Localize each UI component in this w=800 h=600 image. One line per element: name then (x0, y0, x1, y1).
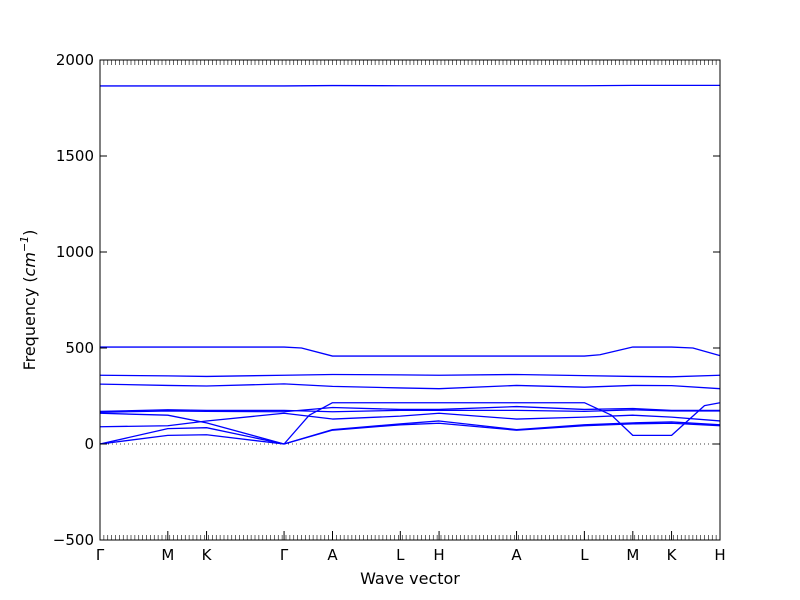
x-tick-label: M (161, 546, 174, 564)
x-tick-label: H (714, 546, 725, 564)
band-line-2 (100, 346, 721, 357)
x-axis-title: Wave vector (360, 569, 460, 588)
y-tick-label: 0 (84, 435, 94, 453)
plot-area (99, 84, 721, 445)
band-line-10 (99, 422, 721, 445)
ticks: −500 0 500 1000 1500 2000 Γ M K Γ A L H A L M K H (53, 51, 726, 564)
x-tick-label: L (580, 546, 589, 564)
x-tick-label: L (396, 546, 405, 564)
y-tick-label: −500 (53, 531, 94, 549)
x-tick-label: M (626, 546, 639, 564)
x-tick-label: K (202, 546, 213, 564)
y-tick-label: 1500 (56, 147, 94, 165)
x-tick-label: Γ (280, 546, 289, 564)
x-tick-label: A (327, 546, 338, 564)
band-line-1 (100, 84, 720, 87)
x-tick-label: Γ (96, 546, 105, 564)
band-line-3 (99, 373, 721, 378)
band-line-8 (99, 412, 721, 428)
band-line-5 (99, 402, 721, 445)
x-tick-label: A (511, 546, 522, 564)
y-tick-label: 2000 (56, 51, 94, 69)
y-axis-unit: cm (20, 252, 39, 276)
y-tick-label: 1000 (56, 243, 94, 261)
y-axis-title-text: Frequency (20, 288, 39, 371)
band-line-6 (99, 409, 720, 413)
band-line-4 (99, 383, 721, 390)
y-axis-title: Frequency (cm−1) (18, 230, 39, 371)
y-axis-unit-exponent: −1 (18, 236, 31, 252)
band-line-9 (99, 420, 721, 445)
x-tick-label: H (433, 546, 444, 564)
x-tick-label: K (667, 546, 678, 564)
y-tick-label: 500 (65, 339, 94, 357)
band-line-7 (99, 405, 720, 413)
